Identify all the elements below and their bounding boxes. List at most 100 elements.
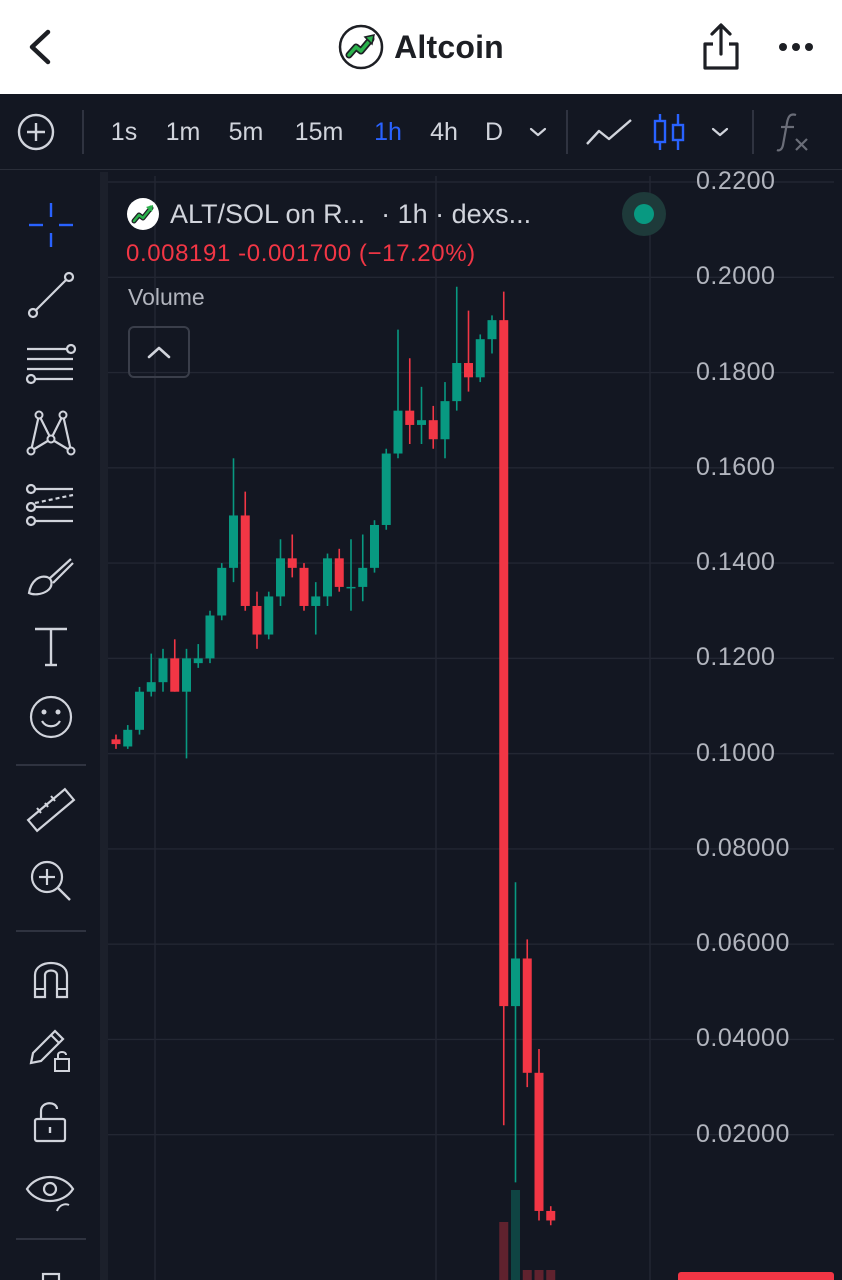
line-chart-type-button[interactable]: [584, 94, 634, 170]
candle-body: [264, 596, 274, 635]
interval-1h[interactable]: 1h: [374, 117, 402, 146]
candle-body: [487, 320, 497, 340]
candle-body: [311, 596, 321, 606]
tool-divider: [16, 764, 86, 766]
hide-drawings-tool[interactable]: [22, 1162, 80, 1220]
candle: [193, 644, 203, 668]
interval-4h[interactable]: 4h: [430, 117, 458, 146]
volume-indicator-label[interactable]: Volume: [128, 284, 205, 310]
lock-drawings-tool[interactable]: [22, 1020, 80, 1078]
horizontal-lines-icon: [25, 343, 77, 385]
candle: [487, 315, 497, 354]
candle: [534, 1048, 544, 1221]
candle: [135, 686, 144, 735]
grid-layer: [108, 176, 834, 1280]
app-title-group: Altcoin: [0, 22, 842, 72]
candle: [264, 591, 274, 640]
fib-retracement-tool[interactable]: [22, 336, 80, 394]
remove-drawings-tool[interactable]: [22, 1258, 80, 1280]
candle: [522, 939, 532, 1088]
more-horizontal-icon: [779, 43, 813, 51]
toolbar-divider: [752, 110, 754, 154]
indicators-button[interactable]: [774, 94, 814, 170]
candles-chart-type-button[interactable]: [650, 94, 688, 170]
interval-15m[interactable]: 15m: [294, 117, 344, 146]
candle-body: [381, 453, 391, 525]
candle: [464, 310, 473, 392]
interval-d[interactable]: D: [484, 117, 504, 146]
chart-pane[interactable]: ALT/SOL on R... · 1h · dexs... 0.008191 …: [108, 167, 842, 1280]
candle-body: [370, 524, 379, 568]
symbol-legend[interactable]: ALT/SOL on R... · 1h · dexs...: [126, 192, 666, 236]
price-tick-label: 0.02000: [696, 1119, 790, 1148]
pencil-lock-icon: [29, 1029, 70, 1072]
tool-divider: [16, 1238, 86, 1240]
crosshair-tool[interactable]: [22, 196, 80, 254]
interval-source: · 1h · dexs...: [381, 198, 532, 229]
function-fx-icon: [776, 113, 808, 152]
candle: [334, 548, 344, 592]
volume-bar: [534, 1270, 544, 1280]
zoom-in-tool[interactable]: [22, 852, 80, 910]
candle: [452, 286, 462, 411]
lock-all-tool[interactable]: [22, 1092, 80, 1150]
candle-body: [158, 658, 168, 683]
volume-bar: [522, 1270, 532, 1280]
candle-body: [522, 958, 532, 1073]
candle: [440, 382, 450, 459]
candle: [546, 1206, 556, 1226]
trash-icon: [41, 1272, 61, 1280]
altcoin-logo-icon: [338, 24, 384, 70]
interval-5m[interactable]: 5m: [228, 117, 264, 146]
candlestick-chart[interactable]: [108, 176, 842, 1280]
candle: [381, 448, 391, 530]
measure-tool[interactable]: [22, 782, 80, 840]
more-button[interactable]: [775, 34, 817, 60]
candle-body: [428, 420, 438, 440]
pane-separator: [100, 172, 108, 1280]
candle-body: [193, 658, 203, 664]
collapse-indicators-button[interactable]: [128, 326, 190, 378]
pattern-tool[interactable]: [22, 404, 80, 462]
volume-bar: [499, 1222, 509, 1280]
price-tick-label: 0.1800: [696, 357, 776, 386]
magnet-tool[interactable]: [22, 950, 80, 1008]
interval-1m[interactable]: 1m: [165, 117, 201, 146]
drawing-toolbar: [0, 176, 100, 1280]
price-tick-label: 0.1600: [696, 452, 776, 481]
interval-dropdown[interactable]: [524, 94, 552, 170]
volume-bar: [511, 1190, 520, 1280]
candle: [287, 534, 297, 578]
candle-body: [182, 658, 191, 692]
candle-body: [170, 658, 180, 692]
emoji-tool[interactable]: [22, 688, 80, 746]
brush-tool[interactable]: [22, 548, 80, 606]
forecast-lines-icon: [25, 483, 74, 527]
app-bar: Altcoin: [0, 0, 842, 94]
ruler-icon: [26, 787, 76, 833]
price-tick-label: 0.2000: [696, 262, 776, 291]
share-button[interactable]: [700, 22, 742, 72]
xabcd-pattern-icon: [26, 410, 76, 456]
trend-line-tool[interactable]: [22, 266, 80, 324]
interval-1s[interactable]: 1s: [110, 117, 138, 146]
add-symbol-button[interactable]: [14, 94, 58, 170]
trend-line-icon: [27, 271, 75, 319]
magnet-icon: [33, 961, 69, 999]
candle-body: [252, 605, 262, 635]
candle-body: [534, 1072, 544, 1211]
zoom-in-icon: [30, 860, 71, 901]
volume-bar: [546, 1270, 556, 1280]
candle-body: [111, 739, 121, 745]
text-tool[interactable]: [22, 618, 80, 676]
candle: [111, 734, 121, 749]
candle: [240, 491, 250, 611]
crosshair-icon: [29, 203, 73, 247]
ohlc-values: 0.008191 -0.001700 (−17.20%): [126, 240, 476, 267]
chart-type-dropdown[interactable]: [706, 94, 734, 170]
prediction-tool[interactable]: [22, 476, 80, 534]
candle-body: [393, 410, 403, 454]
price-tick-label: 0.06000: [696, 929, 790, 958]
candle: [311, 582, 321, 635]
back-button[interactable]: [22, 24, 62, 70]
